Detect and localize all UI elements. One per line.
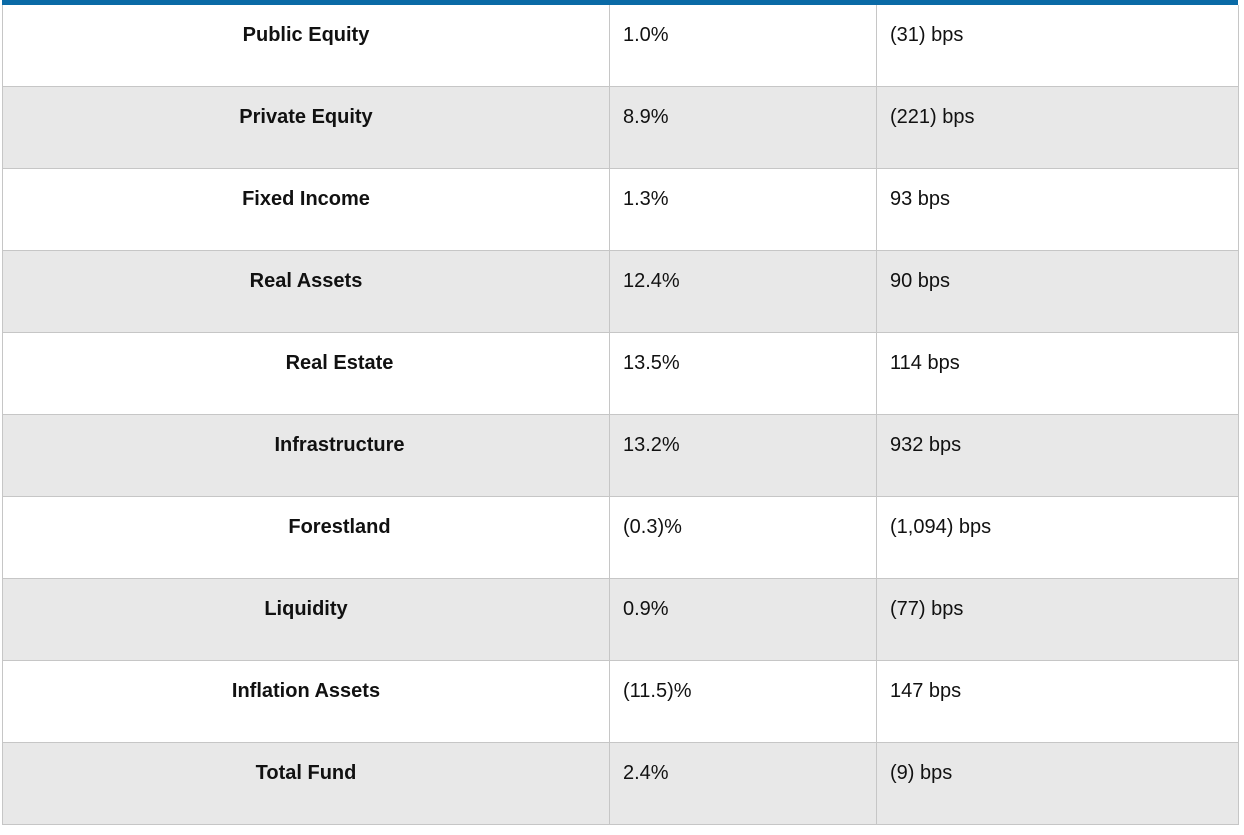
asset-class-label: Infrastructure: [274, 433, 405, 456]
return-cell: (0.3)%: [609, 495, 877, 579]
table-row: Total Fund 2.4% (9) bps: [2, 741, 1239, 825]
asset-class-cell: Real Assets: [2, 249, 610, 333]
relative-cell: 90 bps: [876, 249, 1239, 333]
asset-class-label: Real Estate: [285, 351, 394, 374]
return-cell: 12.4%: [609, 249, 877, 333]
table-row: Fixed Income 1.3% 93 bps: [2, 167, 1239, 251]
relative-cell: (9) bps: [876, 741, 1239, 825]
asset-class-cell: Real Estate: [2, 331, 610, 415]
table-row: Liquidity 0.9% (77) bps: [2, 577, 1239, 661]
relative-cell: (77) bps: [876, 577, 1239, 661]
asset-class-label: Forestland: [288, 515, 391, 538]
table-row: Real Estate 13.5% 114 bps: [2, 331, 1239, 415]
relative-cell: (31) bps: [876, 5, 1239, 87]
return-cell: 1.3%: [609, 167, 877, 251]
asset-class-cell: Total Fund: [2, 741, 610, 825]
table-row: Public Equity 1.0% (31) bps: [2, 5, 1239, 87]
return-cell: 0.9%: [609, 577, 877, 661]
asset-class-label: Public Equity: [242, 24, 370, 46]
return-cell: (11.5)%: [609, 659, 877, 743]
asset-class-cell: Fixed Income: [2, 167, 610, 251]
table-row: Real Assets 12.4% 90 bps: [2, 249, 1239, 333]
asset-class-cell: Forestland: [2, 495, 610, 579]
relative-cell: 147 bps: [876, 659, 1239, 743]
asset-class-label: Total Fund: [255, 761, 357, 784]
relative-cell: 114 bps: [876, 331, 1239, 415]
table-row: Forestland (0.3)% (1,094) bps: [2, 495, 1239, 579]
asset-class-label: Liquidity: [264, 597, 348, 620]
performance-table-grid: Public Equity 1.0% (31) bps Private Equi…: [2, 5, 1239, 825]
table-row: Private Equity 8.9% (221) bps: [2, 85, 1239, 169]
relative-cell: (1,094) bps: [876, 495, 1239, 579]
table-row: Infrastructure 13.2% 932 bps: [2, 413, 1239, 497]
asset-class-label: Real Assets: [249, 269, 363, 292]
table-row: Inflation Assets (11.5)% 147 bps: [2, 659, 1239, 743]
relative-cell: (221) bps: [876, 85, 1239, 169]
asset-class-label: Fixed Income: [242, 187, 370, 210]
asset-class-cell: Public Equity: [2, 5, 610, 87]
asset-class-cell: Inflation Assets: [2, 659, 610, 743]
asset-class-cell: Liquidity: [2, 577, 610, 661]
relative-cell: 93 bps: [876, 167, 1239, 251]
return-cell: 1.0%: [609, 5, 877, 87]
asset-class-label: Inflation Assets: [231, 679, 381, 702]
asset-class-label: Private Equity: [239, 105, 373, 128]
asset-class-cell: Private Equity: [2, 85, 610, 169]
return-cell: 8.9%: [609, 85, 877, 169]
asset-class-cell: Infrastructure: [2, 413, 610, 497]
return-cell: 2.4%: [609, 741, 877, 825]
return-cell: 13.2%: [609, 413, 877, 497]
return-cell: 13.5%: [609, 331, 877, 415]
relative-cell: 932 bps: [876, 413, 1239, 497]
